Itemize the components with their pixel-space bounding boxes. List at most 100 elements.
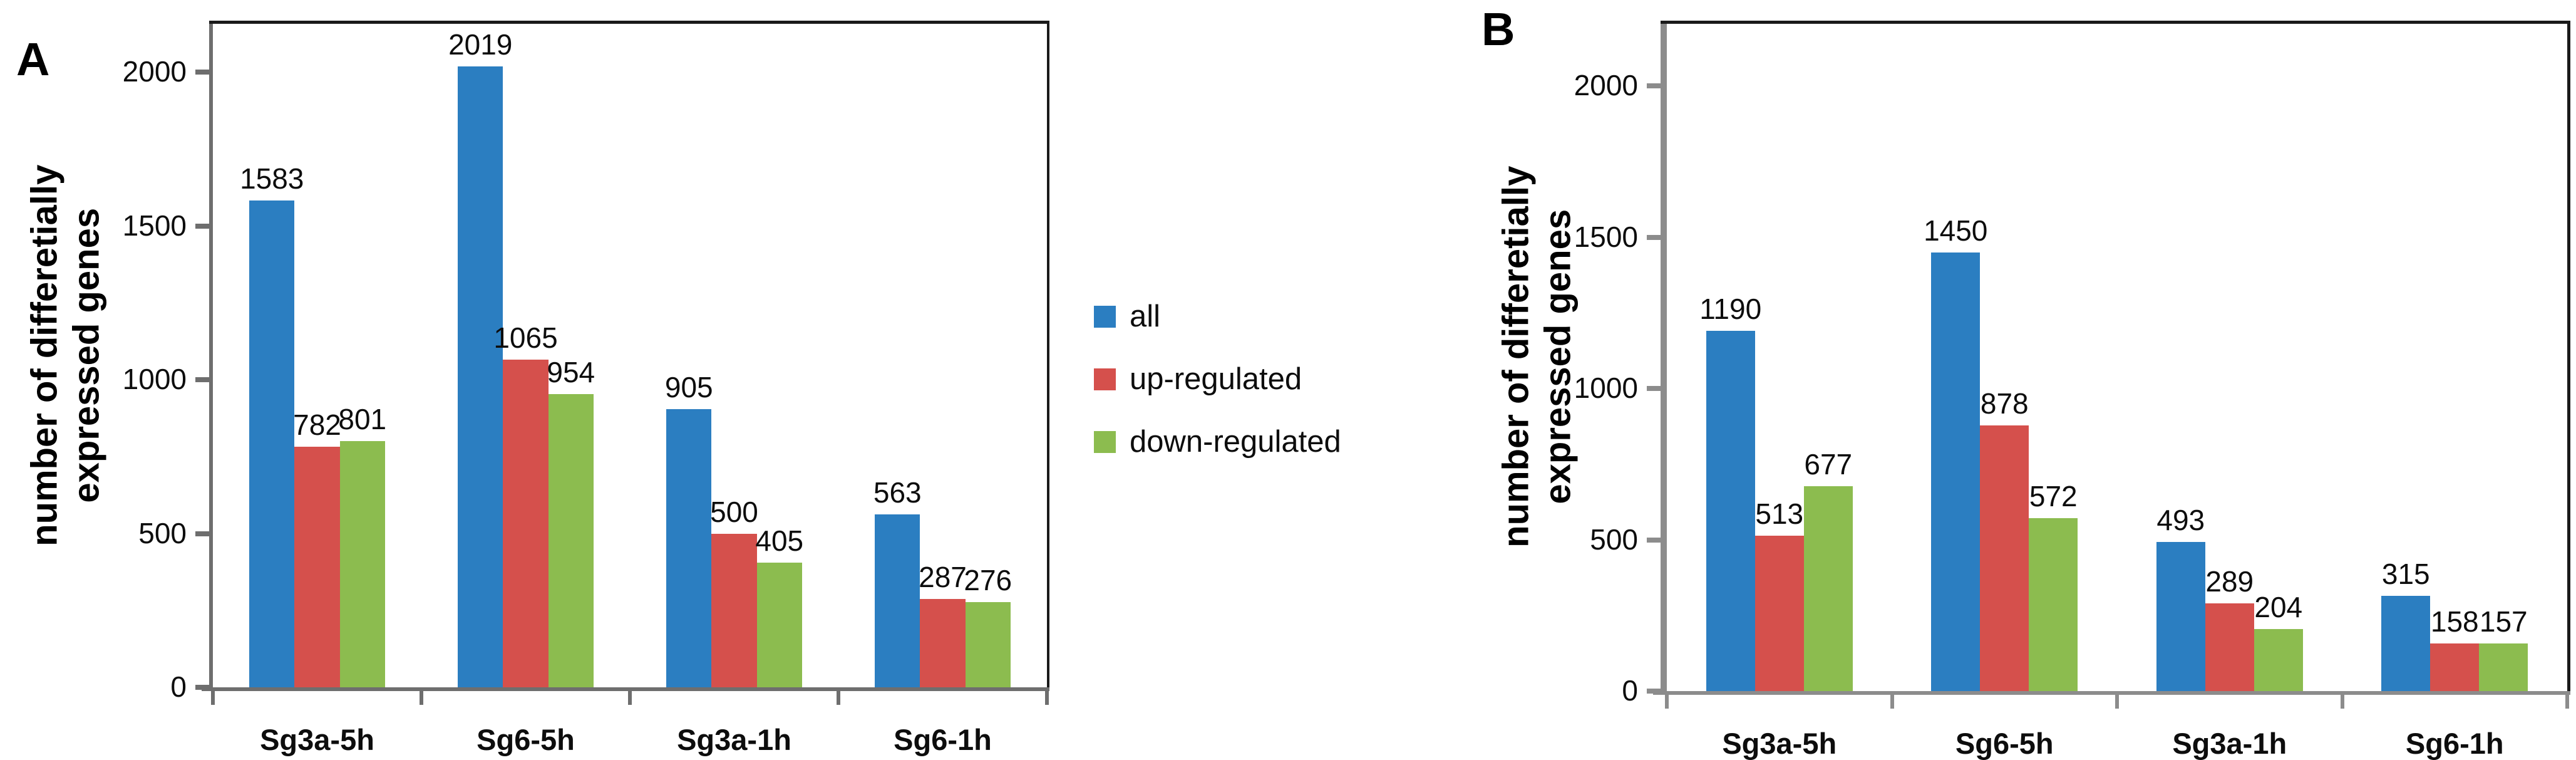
panel-a-bar-all xyxy=(666,409,712,687)
panel-a-y-tick-label: 500 xyxy=(138,516,187,549)
panel-a-bar-up-regulated xyxy=(294,447,340,687)
panel-a-bar-up-regulated xyxy=(711,533,757,687)
panel-a-bar-up-regulated xyxy=(920,599,966,687)
panel-b-bar-value-label: 493 xyxy=(2156,503,2205,536)
legend-label-up-regulated: up-regulated xyxy=(1130,362,1302,396)
panel-a-y-axis-title: number of differetially expressed genes xyxy=(24,11,108,700)
panel-a-bar-value-label: 563 xyxy=(873,476,922,509)
panel-b-bar-all xyxy=(1706,331,1755,691)
panel-b-bar-down-regulated xyxy=(2029,518,2078,691)
panel-a-x-tick-mark xyxy=(420,691,423,705)
panel-a-y-tick-mark xyxy=(195,685,209,690)
panel-b-label: B xyxy=(1481,3,1515,55)
panel-a-bar-value-label: 801 xyxy=(338,402,387,435)
panel-b-y-tick-mark xyxy=(1647,689,1661,694)
panel-b-x-category-label: Sg3a-1h xyxy=(2172,727,2287,760)
panel-a-plot-border-right xyxy=(1047,21,1049,691)
panel-b-y-tick-mark xyxy=(1647,386,1661,391)
panel-b-bar-value-label: 289 xyxy=(2205,565,2254,598)
panel-a-bar-value-label: 1583 xyxy=(240,162,304,195)
panel-a-y-axis-line xyxy=(209,24,213,687)
panel-b-bar-value-label: 204 xyxy=(2254,591,2303,624)
panel-b-y-tick-label: 500 xyxy=(1590,523,1638,556)
panel-b-x-tick-mark xyxy=(2340,695,2344,709)
panel-a-bar-down-regulated xyxy=(339,440,385,687)
panel-b-y-tick-label: 2000 xyxy=(1574,69,1638,102)
panel-b-x-category-label: Sg3a-5h xyxy=(1722,727,1837,760)
panel-a-bar-value-label: 2019 xyxy=(448,28,513,61)
panel-b-y-axis-title: number of differetially expressed genes xyxy=(1495,12,1580,701)
panel-a-y-tick-label: 2000 xyxy=(122,55,187,88)
legend-item-up-regulated: up-regulated xyxy=(1094,363,1341,394)
panel-a-bar-all xyxy=(875,514,920,687)
panel-a-bar-value-label: 405 xyxy=(755,524,804,558)
panel-b-bar-all xyxy=(1931,252,1981,691)
panel-a-x-tick-mark xyxy=(1045,691,1049,705)
panel-a-x-category-label: Sg6-1h xyxy=(894,723,992,756)
panel-b-x-tick-mark xyxy=(2115,695,2119,709)
panel-a-x-category-label: Sg6-5h xyxy=(477,723,575,756)
panel-a-bar-down-regulated xyxy=(756,563,802,687)
panel-b-bar-value-label: 158 xyxy=(2430,605,2479,638)
panel-b-x-tick-mark xyxy=(2565,695,2569,709)
panel-b-bar-value-label: 1190 xyxy=(1699,293,1762,326)
panel-a-bar-value-label: 1065 xyxy=(493,321,558,355)
panel-a-y-tick-label: 1000 xyxy=(122,363,187,395)
panel-a-y-tick-mark xyxy=(195,223,209,229)
panel-b-y-axis-title-line1: number of differetially xyxy=(1495,165,1537,548)
legend-swatch-all-icon xyxy=(1094,305,1116,328)
panel-b-x-axis-line xyxy=(1653,691,2570,695)
panel-a-x-tick-mark xyxy=(211,691,215,705)
legend: all up-regulated down-regulated xyxy=(1094,301,1341,492)
panel-a-y-tick-mark xyxy=(195,377,209,382)
panel-b-x-tick-mark xyxy=(1665,695,1669,709)
panel-b-x-category-label: Sg6-5h xyxy=(1955,727,2054,760)
panel-b-bar-up-regulated xyxy=(2430,643,2480,691)
panel-b-bar-value-label: 315 xyxy=(2381,557,2430,590)
panel-b-y-tick-label: 1000 xyxy=(1574,372,1638,404)
panel-a-y-axis-title-line2: expressed genes xyxy=(66,207,107,503)
panel-a-bar-value-label: 500 xyxy=(710,495,758,528)
panel-b-y-tick-label: 0 xyxy=(1622,674,1638,707)
legend-item-all: all xyxy=(1094,301,1341,331)
panel-b-plot-border-right xyxy=(2567,21,2570,695)
panel-b-bar-value-label: 1450 xyxy=(1924,214,1988,247)
panel-b-bar-all xyxy=(2381,595,2431,691)
panel-a-bar-value-label: 782 xyxy=(293,409,341,442)
panel-a-bar-all xyxy=(249,200,295,687)
panel-a-x-category-label: Sg3a-5h xyxy=(260,723,374,756)
panel-b-bar-up-regulated xyxy=(1754,536,1804,691)
legend-label-all: all xyxy=(1130,299,1161,333)
legend-item-down-regulated: down-regulated xyxy=(1094,424,1341,459)
panel-b-bar-down-regulated xyxy=(2254,629,2303,691)
panel-b-bar-down-regulated xyxy=(1803,486,1853,691)
panel-a-x-tick-mark xyxy=(628,691,632,705)
legend-swatch-up-regulated-icon xyxy=(1094,368,1116,390)
panel-b-y-tick-mark xyxy=(1647,537,1661,543)
panel-b-bar-value-label: 878 xyxy=(1980,387,2029,420)
panel-a-y-axis-title-line1: number of differetially xyxy=(24,164,65,546)
panel-a-bar-value-label: 276 xyxy=(964,564,1012,597)
panel-b-x-tick-mark xyxy=(1890,695,1894,709)
panel-a-x-category-label: Sg3a-1h xyxy=(677,723,791,756)
panel-b-bar-value-label: 513 xyxy=(1755,497,1804,531)
panel-a-bar-down-regulated xyxy=(965,602,1011,687)
panel-b-bar-value-label: 677 xyxy=(1804,448,1853,481)
panel-b-y-tick-mark xyxy=(1647,83,1661,88)
panel-b-bar-value-label: 572 xyxy=(2029,479,2078,513)
panel-b-bar-all xyxy=(2156,541,2205,691)
panel-b-plot-border-top xyxy=(1661,21,2570,24)
legend-label-down-regulated: down-regulated xyxy=(1130,424,1341,459)
panel-b-bar-down-regulated xyxy=(2479,643,2528,691)
panel-a-bar-down-regulated xyxy=(548,393,594,687)
panel-a-x-tick-mark xyxy=(837,691,840,705)
legend-swatch-down-regulated-icon xyxy=(1094,430,1116,453)
panel-a-bar-all xyxy=(458,66,503,687)
panel-b-x-category-label: Sg6-1h xyxy=(2405,727,2504,760)
panel-b-y-tick-label: 1500 xyxy=(1574,220,1638,253)
panel-b-y-axis-line xyxy=(1661,24,1667,691)
panel-a-bar-value-label: 905 xyxy=(664,370,713,403)
panel-a-bar-value-label: 287 xyxy=(919,561,967,594)
